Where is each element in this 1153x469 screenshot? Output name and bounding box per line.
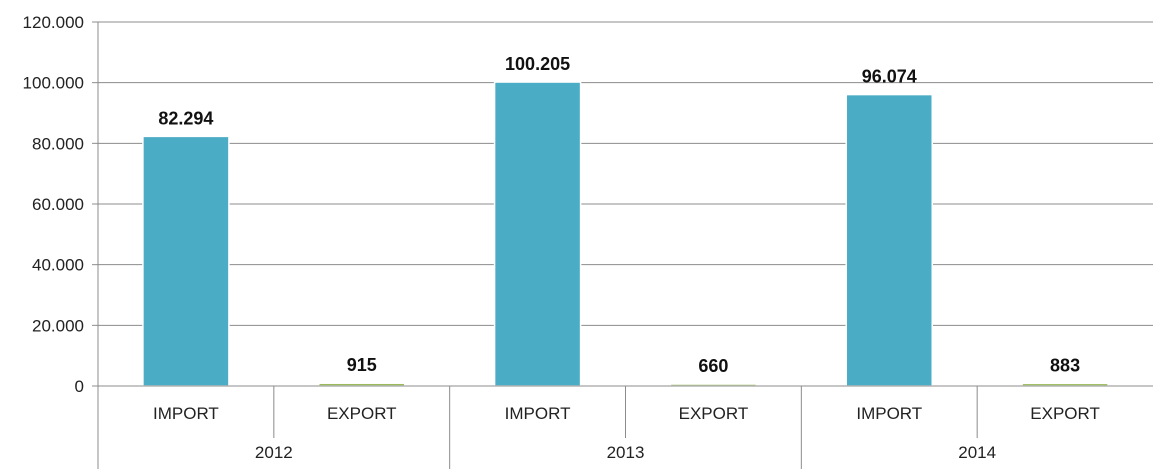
data-label: 96.074 bbox=[862, 67, 917, 87]
bars bbox=[142, 81, 1109, 387]
x-category-label: IMPORT bbox=[153, 404, 219, 423]
y-tick-label: 20.000 bbox=[32, 316, 84, 335]
data-label: 915 bbox=[347, 355, 377, 375]
bar-2013-import bbox=[493, 81, 582, 387]
x-category-label: EXPORT bbox=[679, 404, 749, 423]
data-label: 660 bbox=[698, 356, 728, 376]
bar-2012-import bbox=[142, 135, 230, 387]
x-category-label: EXPORT bbox=[327, 404, 397, 423]
x-group-label: 2013 bbox=[607, 443, 645, 462]
y-tick-label: 0 bbox=[75, 377, 84, 396]
bar-2014-import bbox=[845, 93, 933, 387]
data-labels: 82.294 915 100.205 660 96.074 883 bbox=[158, 54, 1080, 376]
gridlines bbox=[92, 21, 1153, 387]
y-tick-label: 120.000 bbox=[23, 13, 84, 32]
x-category-label: IMPORT bbox=[856, 404, 922, 423]
data-label: 82.294 bbox=[158, 108, 213, 128]
data-label: 883 bbox=[1050, 355, 1080, 375]
data-label: 100.205 bbox=[505, 54, 570, 74]
y-axis-tick-labels: 0 20.000 40.000 60.000 80.000 100.000 120.000 bbox=[23, 13, 84, 396]
y-tick-label: 60.000 bbox=[32, 195, 84, 214]
x-group-label: 2014 bbox=[958, 443, 996, 462]
y-tick-label: 100.000 bbox=[23, 74, 84, 93]
x-category-label: IMPORT bbox=[505, 404, 571, 423]
y-tick-label: 40.000 bbox=[32, 256, 84, 275]
x-axis: 2012 IMPORT EXPORT 2013 IMPORT EXPORT 2014 IMPO… bbox=[97, 22, 1153, 469]
x-group-label: 2012 bbox=[255, 443, 293, 462]
y-tick-label: 80.000 bbox=[32, 134, 84, 153]
x-category-label: EXPORT bbox=[1030, 404, 1100, 423]
